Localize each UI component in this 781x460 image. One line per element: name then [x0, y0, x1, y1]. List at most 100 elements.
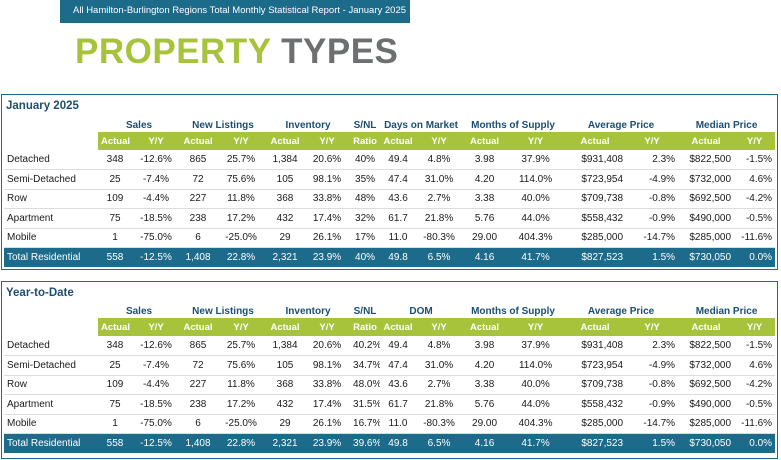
table-cell: 75.6%	[216, 169, 267, 190]
column-header: Y/Y	[416, 132, 463, 150]
table-cell: 3.38	[462, 189, 508, 209]
table-cell: 11.0	[380, 414, 417, 434]
table-cell: $822,500	[678, 336, 735, 356]
table-cell: 25	[98, 169, 132, 190]
group-header: Months of Supply	[471, 119, 555, 131]
section-title: Year-to-Date	[6, 287, 74, 299]
table-cell: 348	[98, 336, 132, 356]
table-cell: 238	[180, 208, 217, 229]
section-year-to-date: Year-to-Date Sales New Listings Inventory S…	[1, 281, 778, 459]
row-label: Apartment	[4, 394, 98, 415]
table-cell: $931,408	[564, 336, 627, 356]
column-header: Actual	[266, 318, 305, 336]
table-cell: 4.6%	[734, 355, 776, 376]
table-cell: -0.8%	[626, 189, 679, 209]
table-cell: 3.98	[462, 150, 508, 170]
table-cell: 1	[98, 414, 132, 434]
table-cell: $285,000	[678, 414, 735, 434]
table-cell: 20.6%	[304, 150, 351, 170]
stats-table: Sales New Listings Inventory S/NL Days on Ma…	[4, 118, 776, 267]
table-row: Mobile 1 -75.0% 6 -25.0% 29 26.1% 17% 11.0 -80.3%…	[4, 228, 776, 248]
table-cell: -0.8%	[626, 375, 679, 395]
table-cell: 6	[180, 228, 217, 248]
total-row: Total Residential 558 -12.5% 1,408 22.8% 2,32…	[4, 433, 776, 453]
table-cell: 32%	[350, 208, 381, 229]
table-cell: -11.6%	[734, 228, 776, 248]
group-header: DOM	[409, 305, 433, 317]
table-cell: 47.4	[380, 169, 417, 190]
table-cell: 105	[266, 355, 305, 376]
column-header: Actual	[564, 318, 627, 336]
table-cell: 1,384	[266, 336, 305, 356]
column-header: Y/Y	[132, 318, 181, 336]
group-header: Months of Supply	[471, 305, 555, 317]
table-row: Semi-Detached 25 -7.4% 72 75.6% 105 98.1% 34.7%…	[4, 355, 776, 376]
table-cell: 0.0%	[734, 247, 776, 267]
table-cell: 23.9%	[304, 433, 351, 453]
table-cell: 61.7	[380, 394, 417, 415]
table-cell: -25.0%	[216, 414, 267, 434]
table-cell: 75	[98, 394, 132, 415]
table-cell: $558,432	[564, 394, 627, 415]
table-cell: -12.6%	[132, 336, 181, 356]
table-cell: 25.7%	[216, 150, 267, 170]
column-header: Actual	[462, 132, 508, 150]
table-cell: 43.6	[380, 189, 417, 209]
column-header: Actual	[98, 318, 132, 336]
table-cell: 109	[98, 375, 132, 395]
table-cell: -4.9%	[626, 355, 679, 376]
column-header: Actual	[678, 318, 735, 336]
table-cell: 48%	[350, 189, 381, 209]
table-cell: $558,432	[564, 208, 627, 229]
table-cell: 40.2%	[350, 336, 381, 356]
table-cell: 43.6	[380, 375, 417, 395]
table-cell: 40%	[350, 247, 381, 267]
column-header: Actual	[380, 132, 417, 150]
table-cell: $490,000	[678, 394, 735, 415]
table-cell: $732,000	[678, 169, 735, 190]
column-header: Ratio	[350, 318, 381, 336]
table-cell: 17%	[350, 228, 381, 248]
table-cell: -4.2%	[734, 375, 776, 395]
table-cell: -0.9%	[626, 394, 679, 415]
table-cell: 49.4	[380, 150, 417, 170]
column-header: Y/Y	[626, 132, 679, 150]
table-cell: 4.16	[462, 247, 508, 267]
group-header: Median Price	[695, 305, 758, 317]
table-cell: 3.98	[462, 336, 508, 356]
row-label: Row	[4, 375, 98, 395]
table-cell: 49.8	[380, 247, 417, 267]
column-header: Ratio	[350, 132, 381, 150]
table-cell: 34.7%	[350, 355, 381, 376]
table-cell: 29.00	[462, 228, 508, 248]
table-cell: -75.0%	[132, 414, 181, 434]
table-cell: -4.9%	[626, 169, 679, 190]
table-cell: 40.0%	[507, 375, 565, 395]
table-cell: 23.9%	[304, 247, 351, 267]
column-header: Y/Y	[734, 132, 776, 150]
table-cell: $285,000	[678, 228, 735, 248]
table-cell: 72	[180, 169, 217, 190]
section-title: January 2025	[6, 100, 79, 112]
table-cell: 17.4%	[304, 208, 351, 229]
group-header: S/NL	[353, 305, 377, 317]
group-header: Sales	[125, 119, 153, 131]
table-cell: 33.8%	[304, 189, 351, 209]
table-cell: 49.4	[380, 336, 417, 356]
table-cell: 26.1%	[304, 228, 351, 248]
table-cell: 29	[266, 414, 305, 434]
table-cell: 44.0%	[507, 394, 565, 415]
table-cell: 558	[98, 247, 132, 267]
row-label: Semi-Detached	[4, 355, 98, 376]
table-cell: -1.5%	[734, 336, 776, 356]
group-header: Average Price	[587, 305, 655, 317]
table-cell: 2.3%	[626, 150, 679, 170]
column-header: Actual	[564, 132, 627, 150]
table-cell: -80.3%	[416, 414, 463, 434]
column-header: Y/Y	[216, 318, 267, 336]
table-cell: 5.76	[462, 394, 508, 415]
column-header: Y/Y	[626, 318, 679, 336]
table-cell: 227	[180, 189, 217, 209]
column-header: Y/Y	[216, 132, 267, 150]
table-cell: 5.76	[462, 208, 508, 229]
